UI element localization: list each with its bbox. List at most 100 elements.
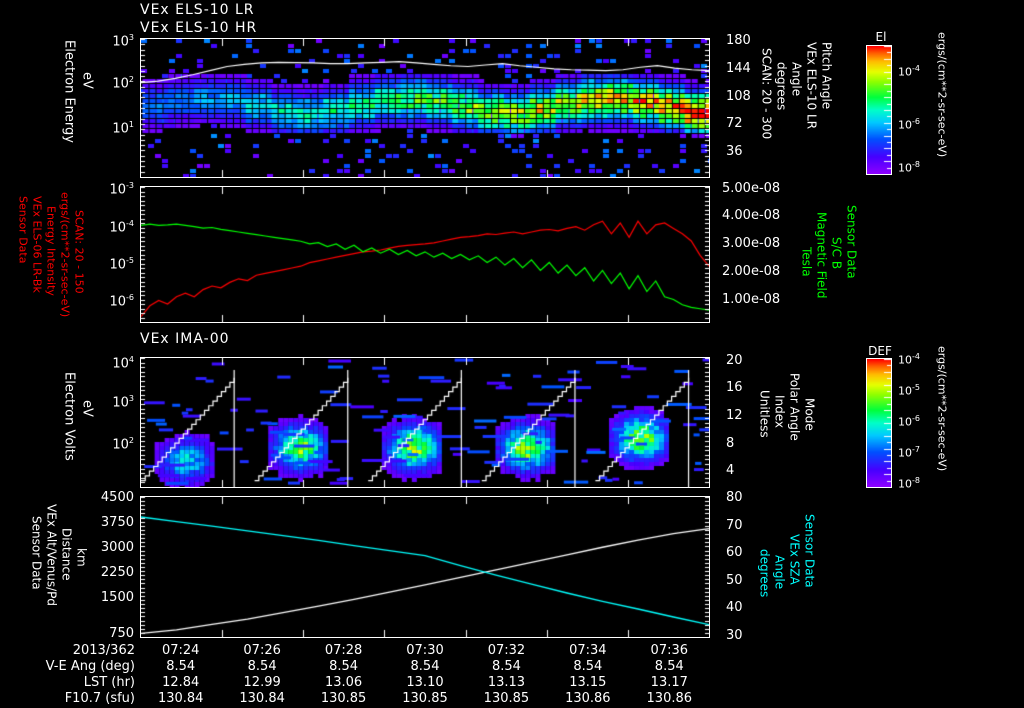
panel3-rtick-4: 4: [726, 463, 735, 478]
panel1-ytick-1: 102: [86, 75, 134, 91]
panel3-ytick-2: 102: [86, 436, 134, 452]
xaxis-time-4: 07:32: [487, 643, 526, 658]
panel1-left-axis-label-line0: Electron Energy: [61, 40, 77, 143]
panel2-left-quantity: Energy Intensity: [44, 206, 58, 296]
xaxis-lst-4: 13.13: [487, 675, 526, 690]
p3t1m: 10: [112, 395, 129, 411]
panel1-right-axis-degrees: degrees: [774, 62, 789, 111]
panel4-rtick-2: 60: [726, 545, 743, 560]
el-cb-t1-exp: -6: [912, 117, 920, 126]
p2t1e: -4: [126, 219, 134, 228]
panel4-rtick-5: 30: [726, 628, 743, 643]
xaxis-row0-label: V-E Ang (deg): [45, 659, 135, 674]
xaxis-time-2: 07:28: [324, 643, 363, 658]
xaxis-f107-0: 130.84: [157, 691, 204, 706]
el-colorbar-tick-1: 10-6: [898, 117, 920, 132]
panel2-left-scan: SCAN: 20 - 150: [72, 210, 86, 294]
panel3-left-axis-line0: Electron Volts: [61, 372, 77, 461]
xaxis-time-5: 07:34: [569, 643, 607, 658]
p2t0m: 10: [109, 182, 127, 198]
panel4-rtick-4: 40: [726, 600, 743, 615]
xaxis-time-6: 07:36: [650, 643, 689, 658]
panel1-left-axis-label: Electron Energy: [61, 40, 77, 170]
xaxis-f107-4: 130.85: [483, 691, 530, 706]
panel1-right-axis-sensor: VEx ELS-10 LR: [804, 42, 819, 130]
p3t0e: 4: [128, 355, 134, 364]
xaxis-ve-ang-6: 8.54: [654, 659, 684, 674]
panel2-plot-area[interactable]: [140, 186, 710, 323]
def-cb-t3-mant: 10: [898, 446, 912, 460]
el-cb-t2-exp: -8: [912, 160, 920, 169]
def-cb-t1-exp: -5: [912, 383, 920, 392]
panel3-right-polar-angle: Polar Angle: [787, 373, 802, 441]
panel4-left-sensor-name: VEx Alt/Venus/Pd: [44, 504, 59, 607]
el-colorbar-title: El: [875, 30, 887, 44]
def-cb-t3-exp: -7: [912, 445, 920, 454]
panel4-right-sensor-data: Sensor Data: [802, 514, 817, 588]
panel3-ytick-0: 104: [86, 355, 134, 371]
panel4-left-sensor-data: Sensor Data: [29, 516, 44, 590]
panel3-right-unitless: Unitless: [757, 390, 772, 438]
panel1-ytick-1-exp: 2: [128, 75, 134, 84]
el-cb-t0-mant: 10: [898, 65, 912, 79]
def-colorbar-tick-0: 10-4: [898, 352, 920, 367]
panel2-rtick-4: 1.00e-08: [722, 292, 781, 307]
panel3-rtick-2: 12: [726, 408, 743, 423]
p3t1e: 3: [128, 394, 134, 403]
xaxis-ve-ang-5: 8.54: [573, 659, 603, 674]
panel2-left-sensor-name: VEx ELS-06 LR-Bk: [30, 196, 44, 293]
p2t1m: 10: [109, 220, 127, 236]
panel4-ytick-0: 4500: [100, 490, 134, 505]
panel2-left-units: ergs/(cm**2-sr-sec-eV): [58, 192, 72, 318]
xaxis-f107-6: 130.86: [646, 691, 693, 706]
panel1-plot-area[interactable]: [140, 38, 710, 178]
xaxis-f107-3: 130.85: [402, 691, 448, 706]
panel2-rtick-2: 3.00e-08: [722, 236, 781, 251]
el-colorbar-unit-label: ergs/(cm**2-sr-sec-eV): [935, 32, 949, 158]
panel4-plot-area[interactable]: [140, 496, 710, 638]
panel2-left-sensor-data: Sensor Data: [16, 196, 30, 264]
def-colorbar-tick-4: 10-8: [898, 476, 920, 491]
panel3-rtick-3: 8: [726, 436, 735, 451]
panel4-left-units: km: [74, 548, 89, 567]
p2t2e: -5: [126, 256, 134, 265]
panel2-right-quantity: Magnetic Field: [814, 212, 829, 299]
xaxis-lst-6: 13.17: [650, 675, 688, 690]
xaxis-ve-ang-4: 8.54: [491, 659, 521, 674]
def-colorbar-tick-3: 10-7: [898, 445, 920, 460]
panel1-rtick-3: 72: [726, 116, 743, 131]
xaxis-lst-0: 12.84: [162, 675, 200, 690]
xaxis-ve-ang-2: 8.54: [329, 659, 359, 674]
panel1-title-hr: VEx ELS-10 HR: [140, 20, 258, 36]
panel2-right-sensor-data: Sensor Data: [844, 205, 859, 279]
panel4-ytick-4: 1500: [100, 590, 134, 605]
def-colorbar-title: DEF: [868, 344, 892, 358]
panel3-rtick-0: 20: [726, 353, 743, 368]
def-cb-t4-exp: -8: [912, 476, 920, 485]
panel1-rtick-1: 144: [726, 61, 751, 76]
xaxis-f107-5: 130.86: [565, 691, 611, 706]
xaxis-f107-2: 130.85: [320, 691, 367, 706]
el-cb-t1-mant: 10: [898, 118, 912, 132]
p2t2m: 10: [109, 257, 127, 273]
panel1-left-axis-unit: eV: [80, 72, 95, 142]
def-cb-t1-mant: 10: [898, 384, 912, 398]
panel2-right-sc-b: S/C B: [829, 237, 844, 270]
panel3-left-axis-label: Electron Volts: [61, 372, 77, 461]
panel2-ytick-0: 10-3: [86, 181, 134, 197]
panel4-ytick-2: 3000: [100, 540, 134, 555]
panel1-ytick-0-mant: 10: [112, 34, 129, 50]
xaxis-lst-3: 13.10: [406, 675, 444, 690]
panel1-ytick-0-exp: 3: [128, 33, 134, 42]
panel3-left-axis-line1: eV: [79, 400, 95, 417]
xaxis-ve-ang-0: 8.54: [166, 659, 196, 674]
panel3-right-index: Index: [772, 395, 787, 429]
panel3-plot-area[interactable]: [140, 357, 710, 488]
xaxis-ve-ang-3: 8.54: [410, 659, 440, 674]
panel1-ytick-2-mant: 10: [112, 121, 129, 137]
panel1-right-axis-scan: SCAN: 20 - 300: [759, 48, 774, 140]
panel1-rtick-4: 36: [726, 144, 743, 159]
panel3-title: VEx IMA-00: [140, 331, 230, 347]
panel4-right-sensor-name: VEx SZA: [787, 534, 802, 585]
panel2-rtick-0: 5.00e-08: [722, 181, 781, 196]
